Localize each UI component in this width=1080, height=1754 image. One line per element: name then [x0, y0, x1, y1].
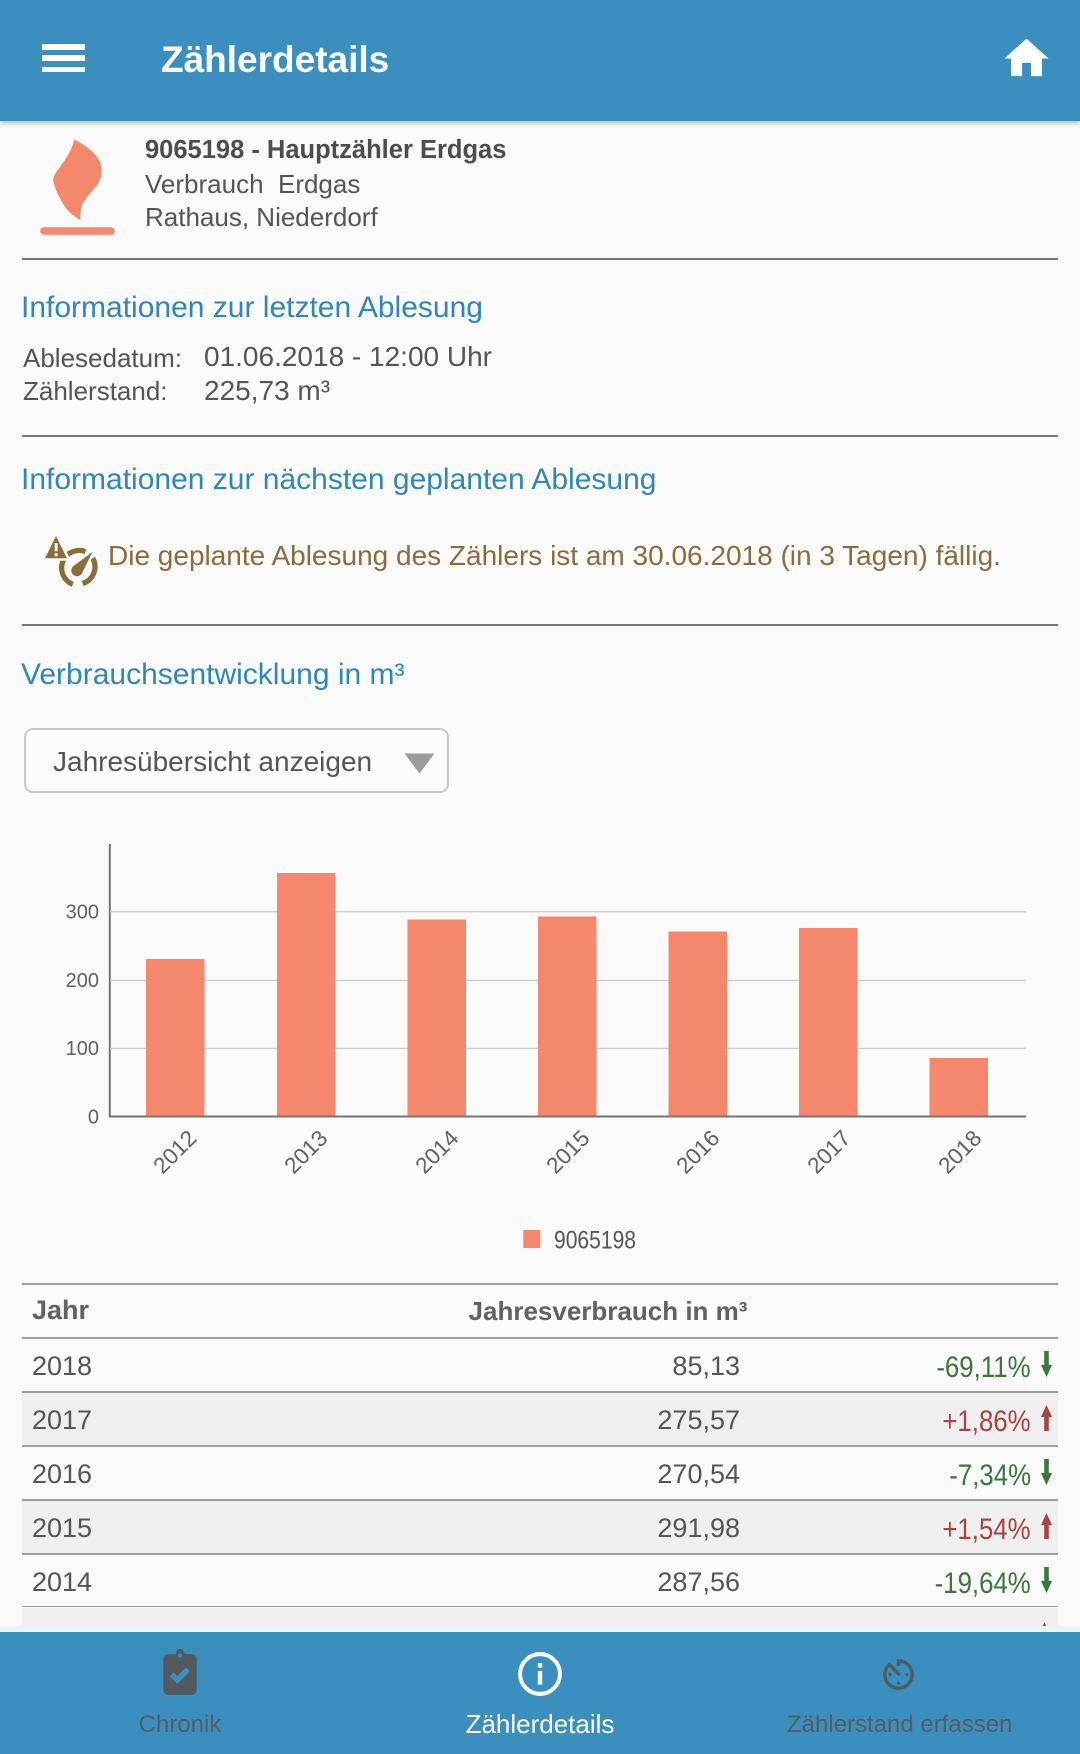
svg-text:2012: 2012: [148, 1125, 201, 1178]
svg-text:200: 200: [66, 970, 99, 992]
svg-text:0: 0: [88, 1106, 99, 1128]
svg-text:9065198: 9065198: [554, 1227, 636, 1255]
svg-text:100: 100: [66, 1038, 99, 1060]
svg-text:2018: 2018: [933, 1125, 986, 1178]
svg-text:2014: 2014: [410, 1125, 463, 1178]
svg-text:2013: 2013: [279, 1125, 332, 1178]
svg-text:2017: 2017: [802, 1125, 855, 1178]
svg-text:2016: 2016: [671, 1125, 724, 1178]
svg-text:2015: 2015: [541, 1125, 594, 1178]
svg-text:300: 300: [66, 902, 99, 924]
